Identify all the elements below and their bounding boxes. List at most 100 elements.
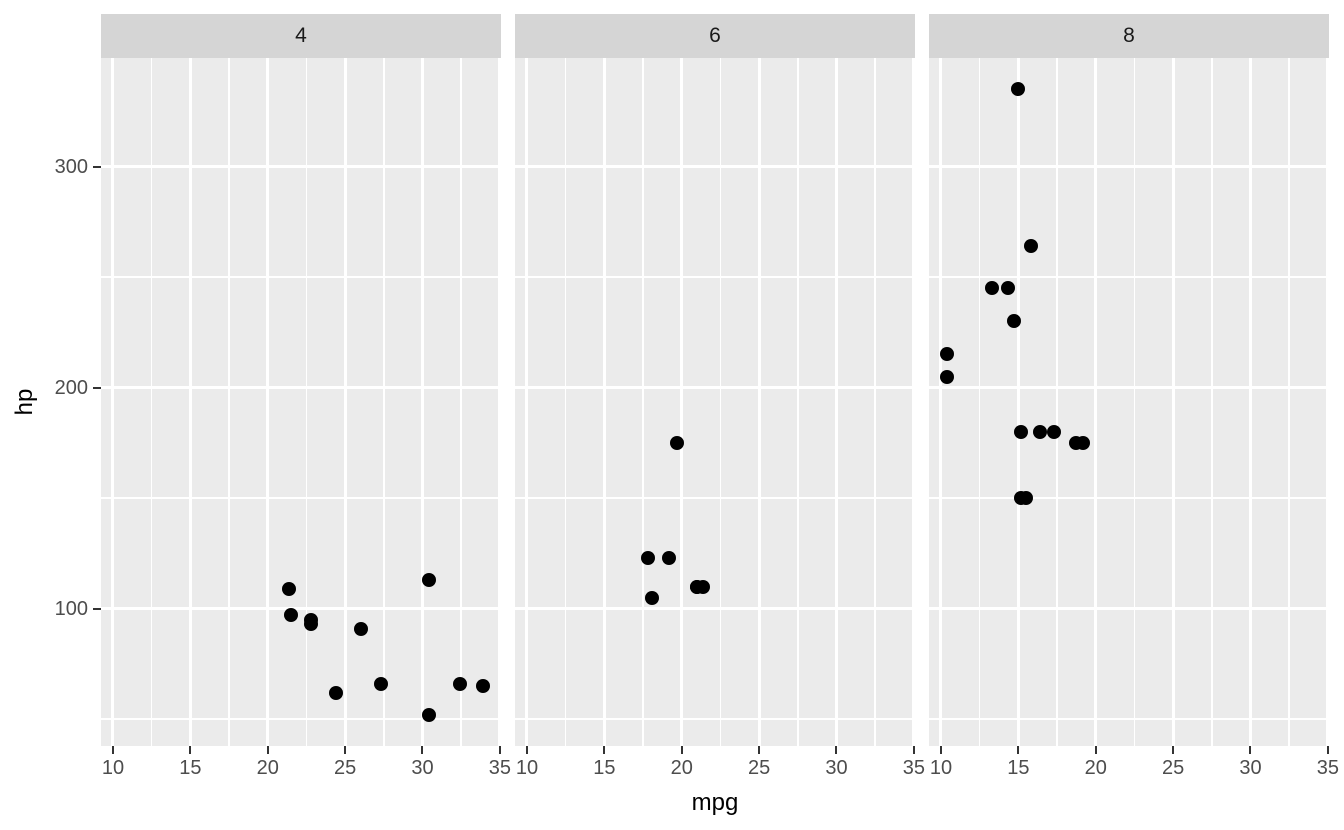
major-gridline-vertical [111,58,115,746]
minor-gridline-vertical [1056,58,1058,746]
data-point [940,347,955,362]
data-point [1006,314,1021,329]
major-gridline-vertical [498,58,502,746]
major-gridline-vertical [420,58,424,746]
data-point [1011,82,1026,97]
x-axis-tick-mark [1249,746,1252,754]
minor-gridline-vertical [797,58,799,746]
facet-strip: 8 [929,14,1329,58]
major-gridline-vertical [757,58,761,746]
data-point [670,435,685,450]
minor-gridline-vertical [719,58,722,746]
data-point [282,581,297,596]
minor-gridline-horizontal [101,497,501,499]
data-point [645,590,660,605]
y-axis-tick-mark [93,607,101,610]
major-gridline-vertical [912,58,916,746]
x-axis-tick-mark [939,746,942,754]
x-axis-tick-mark [189,746,192,754]
x-axis-tick-label: 20 [256,757,279,779]
facet-strip-label: 6 [709,24,721,47]
x-axis-tick-label: 30 [1239,757,1262,779]
data-point [696,579,711,594]
x-axis-tick-mark [266,746,269,754]
facet-strip: 4 [101,14,501,58]
data-point [328,685,343,700]
x-axis-tick-label: 25 [1161,757,1185,779]
minor-gridline-vertical [978,58,981,746]
data-point [1019,491,1034,506]
facet-strip-label: 8 [1123,24,1135,47]
data-point [421,572,436,587]
minor-gridline-vertical [564,58,567,746]
x-axis-tick-mark [1172,746,1175,754]
major-gridline-horizontal [515,607,915,611]
major-gridline-vertical [939,58,943,746]
data-point [662,550,677,565]
minor-gridline-horizontal [929,718,1329,720]
major-gridline-horizontal [515,386,915,390]
major-gridline-vertical [188,58,192,746]
x-axis-tick-mark [1017,746,1020,754]
data-point [452,676,467,691]
minor-gridline-vertical [228,58,230,746]
major-gridline-vertical [266,58,270,746]
x-axis-tick-label: 20 [670,757,693,779]
minor-gridline-vertical [383,58,385,746]
data-point [1014,424,1029,439]
minor-gridline-horizontal [101,718,501,720]
x-axis-tick-label: 10 [515,757,539,779]
facet-strip-label: 4 [295,24,307,47]
x-axis-tick-label: 25 [747,757,771,779]
y-axis-title: hp [11,388,38,416]
data-point [353,621,368,636]
plot-panel [515,58,915,746]
x-axis-tick-mark [680,746,683,754]
data-point [1076,435,1091,450]
x-axis-tick-label: 30 [825,757,848,779]
y-axis-tick-label: 200 [54,376,88,399]
major-gridline-vertical [343,58,347,746]
x-axis-tick-label: 15 [1007,757,1030,779]
major-gridline-vertical [1248,58,1252,746]
x-axis-tick-label: 15 [179,757,202,779]
x-axis-tick-mark [835,746,838,754]
major-gridline-vertical [680,58,684,746]
x-axis-title: mpg [691,789,739,816]
major-gridline-vertical [525,58,529,746]
x-axis-tick-mark [758,746,761,754]
data-point [940,369,955,384]
x-axis-tick-label: 35 [488,757,511,779]
minor-gridline-vertical [460,58,462,746]
minor-gridline-horizontal [101,276,501,278]
x-axis-tick-label: 15 [593,757,616,779]
minor-gridline-vertical [1288,58,1290,746]
plot-panel [929,58,1329,746]
y-axis-tick-label: 300 [54,155,88,178]
x-axis-tick-label: 35 [1316,757,1339,779]
x-axis-tick-label: 30 [411,757,434,779]
major-gridline-horizontal [101,607,501,611]
facet-strip: 6 [515,14,915,58]
x-axis-tick-mark [111,746,114,754]
y-axis-tick-mark [93,386,101,389]
major-gridline-horizontal [101,165,501,169]
data-point [1033,424,1048,439]
x-axis-tick-mark [421,746,424,754]
major-gridline-vertical [1326,58,1330,746]
minor-gridline-vertical [150,58,153,746]
minor-gridline-vertical [1133,58,1136,746]
x-axis-tick-label: 20 [1084,757,1107,779]
x-axis-tick-label: 10 [929,757,953,779]
data-point [1023,239,1038,254]
major-gridline-vertical [602,58,606,746]
minor-gridline-horizontal [929,497,1329,499]
major-gridline-vertical [834,58,838,746]
minor-gridline-horizontal [929,276,1329,278]
data-point [985,281,1000,296]
major-gridline-horizontal [929,165,1329,169]
data-point [1000,281,1015,296]
minor-gridline-vertical [305,58,308,746]
major-gridline-vertical [1171,58,1175,746]
